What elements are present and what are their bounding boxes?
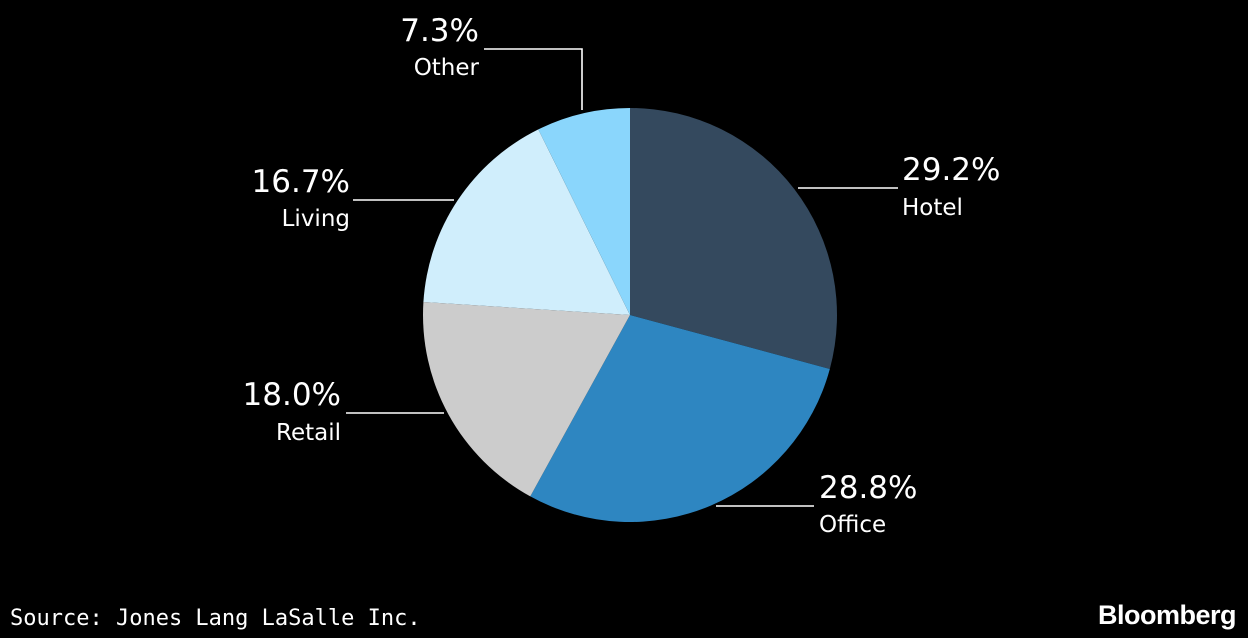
category-label-retail: Retail — [276, 420, 341, 446]
bloomberg-logo: Bloomberg — [1097, 600, 1237, 630]
pie-slices — [423, 108, 837, 522]
pie-slice-hotel — [630, 108, 837, 369]
value-label-retail: 18.0% — [243, 377, 341, 413]
pie-slice-other — [538, 108, 630, 315]
pie-slice-office — [530, 315, 830, 522]
category-label-office: Office — [819, 512, 886, 538]
category-label-other: Other — [414, 55, 480, 81]
pie-slice-retail — [423, 302, 630, 497]
pie-slice-living — [423, 129, 630, 315]
value-label-other: 7.3% — [400, 13, 479, 49]
pie-labels: 29.2% Hotel 28.8% Office 18.0% Retail 16.7% Liv… — [243, 13, 1001, 538]
value-label-living: 16.7% — [252, 164, 350, 200]
value-label-office: 28.8% — [819, 470, 917, 506]
category-label-hotel: Hotel — [902, 195, 963, 221]
leader-line-other — [484, 48, 583, 110]
category-label-living: Living — [282, 206, 350, 232]
source-note: Source: Jones Lang LaSalle Inc. — [10, 606, 421, 631]
value-label-hotel: 29.2% — [902, 152, 1000, 188]
